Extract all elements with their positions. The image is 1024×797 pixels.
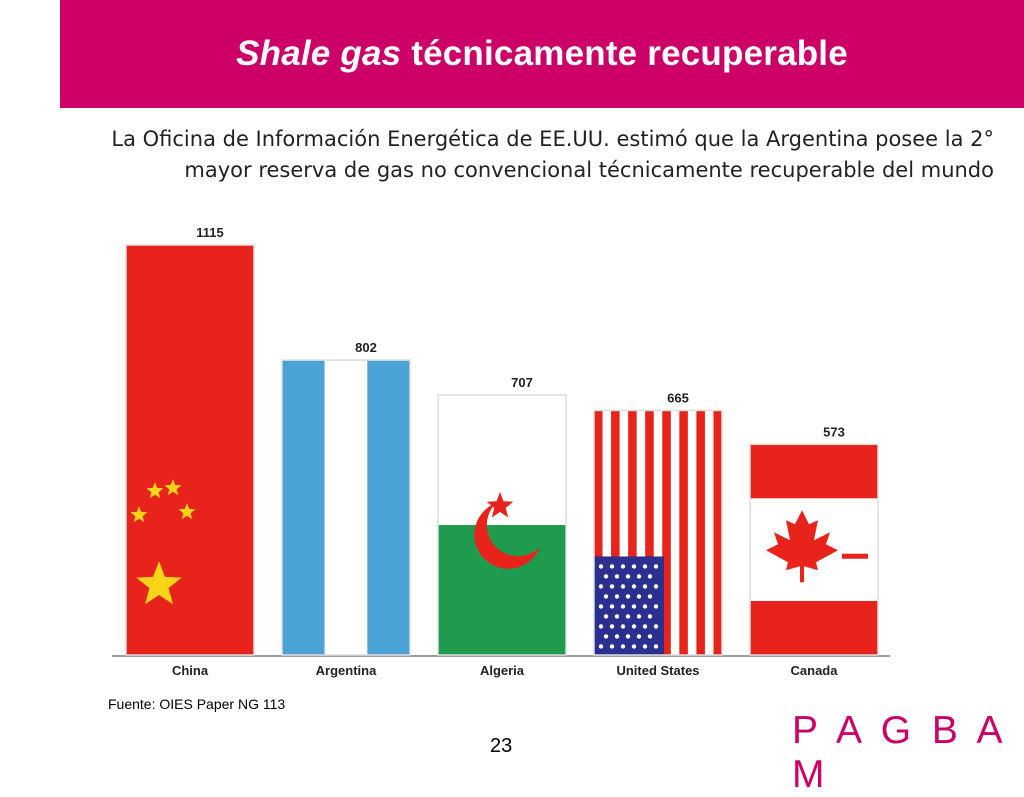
bar-value-label: 665 (667, 390, 689, 405)
reserves-bar-chart: 1115 China 802 Argentina 707 Algeria 665 United… (112, 225, 890, 678)
bar-frame (749, 443, 879, 656)
pagbam-logo: P A G B A M (792, 709, 1006, 796)
bar-algeria (438, 395, 566, 655)
bar-frame (125, 244, 255, 656)
slide-title: Shale gas técnicamente recuperable (60, 34, 1024, 74)
slide-title-rest: técnicamente recuperable (401, 34, 848, 73)
category-label: China (172, 663, 209, 678)
bar-frame (593, 409, 723, 656)
category-label: Algeria (480, 663, 525, 678)
page-number: 23 (490, 735, 513, 757)
bar-china (126, 245, 254, 655)
bar-value-label: 1115 (196, 225, 224, 240)
bar-argentina (282, 360, 410, 655)
bar-canada (750, 444, 878, 655)
source-note: Fuente: OIES Paper NG 113 (108, 696, 286, 712)
category-label: United States (616, 663, 699, 678)
bar-frame (437, 394, 567, 656)
title-banner: Shale gas técnicamente recuperable (60, 0, 1024, 108)
bar-value-label: 707 (511, 375, 533, 390)
slide-title-italic: Shale gas (236, 34, 402, 73)
bar-frame (281, 359, 411, 656)
slide-subtitle: La Oficina de Información Energética de … (111, 127, 994, 182)
bar-value-label: 802 (355, 340, 377, 355)
bar-united-states (594, 410, 722, 655)
category-label: Argentina (316, 663, 377, 678)
category-label: Canada (791, 663, 839, 678)
bar-value-label: 573 (823, 424, 845, 439)
